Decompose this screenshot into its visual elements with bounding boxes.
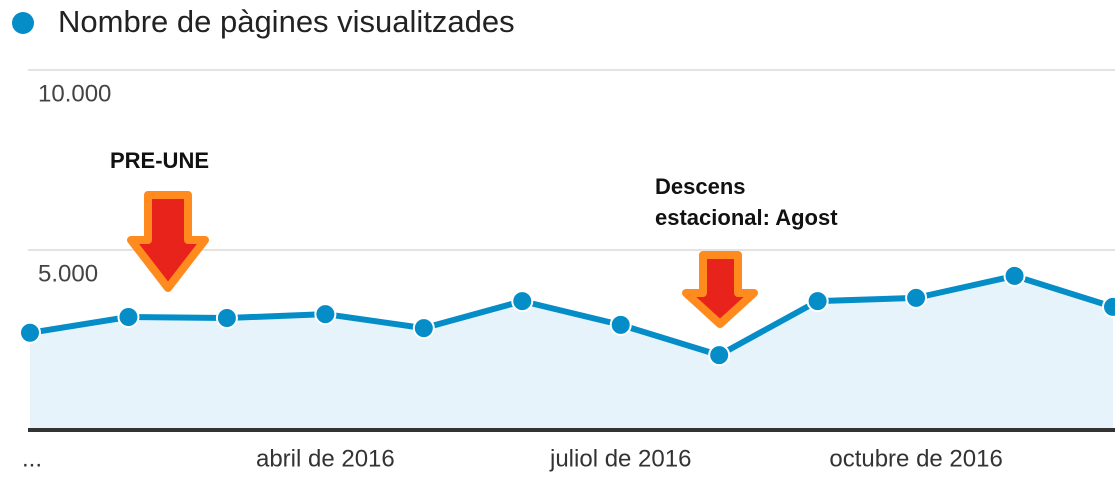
y-tick-label: 10.000 xyxy=(38,80,111,107)
x-tick-label: ... xyxy=(22,445,42,472)
x-tick-label: juliol de 2016 xyxy=(549,445,691,472)
point xyxy=(1003,264,1026,287)
point xyxy=(19,321,41,344)
point xyxy=(708,344,731,367)
annotation: Descens xyxy=(655,174,746,199)
point xyxy=(215,307,238,330)
line xyxy=(29,272,1114,359)
point xyxy=(1102,295,1115,318)
annotation: PRE-UNE xyxy=(110,148,209,173)
legend-marker xyxy=(12,12,34,34)
point xyxy=(905,286,928,309)
point xyxy=(412,317,435,340)
point xyxy=(117,305,140,328)
area xyxy=(30,275,1113,430)
annotation: estacional: Agost xyxy=(655,205,838,230)
y-tick-label: 5.000 xyxy=(38,260,98,287)
annotation-arrow xyxy=(682,251,758,328)
point xyxy=(511,290,534,313)
point xyxy=(314,303,337,326)
x-tick-label: abril de 2016 xyxy=(256,445,395,472)
point xyxy=(609,313,632,336)
legend-label: Nombre de pàgines visualitzades xyxy=(58,4,515,39)
annotation-arrow xyxy=(127,191,209,292)
point xyxy=(806,290,829,313)
x-tick-label: octubre de 2016 xyxy=(829,445,1002,472)
